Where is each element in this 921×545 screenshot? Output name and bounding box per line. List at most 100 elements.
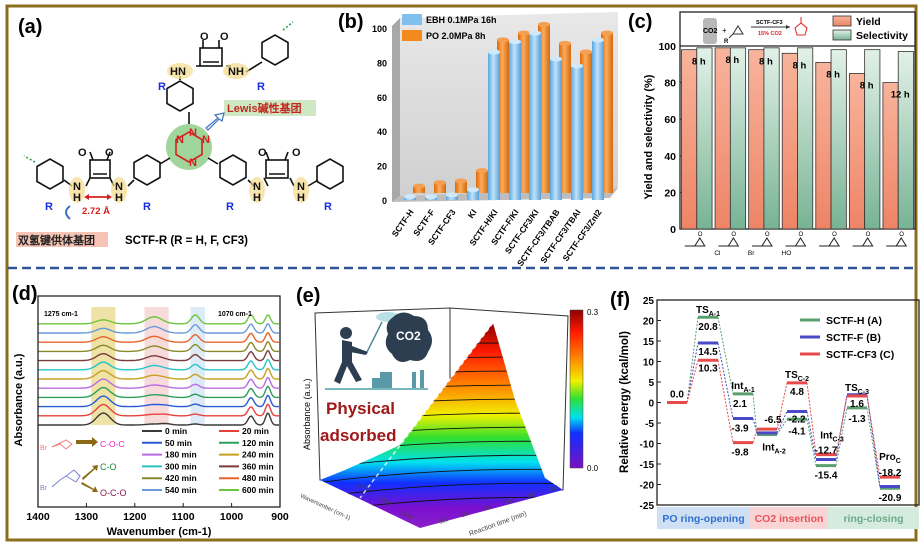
x-axis-label: Wavenumber (cm-1) xyxy=(107,526,212,538)
time-label: 8 h xyxy=(725,55,739,66)
panel-d-chart: (d) 1400 1300 1200 1100 1000 900 Wavenumber (c… xyxy=(12,283,289,538)
y-tick-label: -25 xyxy=(640,501,655,512)
y-tick-label: 600 xyxy=(549,485,560,494)
nh-highlight xyxy=(111,177,127,203)
nh-highlight xyxy=(293,177,309,203)
bar-top xyxy=(476,168,488,174)
connector-line xyxy=(752,393,758,435)
state-label: IntA-2 xyxy=(762,442,786,455)
y-tick-label: 20 xyxy=(643,317,655,328)
phenyl-ring xyxy=(219,154,247,186)
panel-f-label: (f) xyxy=(610,289,630,311)
y-tick-label: 100 xyxy=(658,41,676,53)
y-tick-label: 0 xyxy=(382,196,387,206)
inset-caption-1: Physical xyxy=(326,399,395,418)
atom-label: N xyxy=(176,134,184,146)
y-tick-label: 100 xyxy=(439,517,450,526)
energy-value-label: -18.2 xyxy=(879,468,902,479)
spectrum-line-420-min xyxy=(38,340,279,353)
bar-ebh xyxy=(592,40,604,200)
bar-top xyxy=(467,187,479,193)
atom-label: H xyxy=(73,192,81,204)
atom-label: N xyxy=(297,181,305,193)
y-tick-label: 60 xyxy=(377,93,387,103)
curved-arrow-icon xyxy=(65,205,71,220)
x-tick-label: 1400 xyxy=(26,511,50,523)
br-label: Br xyxy=(40,485,48,492)
reaction-scheme: CO2 + R SCTF-CF3 15% CO2 xyxy=(703,17,808,45)
bar-ebh xyxy=(571,65,583,200)
time-label: 8 h xyxy=(860,80,874,91)
legend-label: 540 min xyxy=(165,485,197,495)
state-label: TSA-1 xyxy=(696,305,720,318)
connector-line xyxy=(752,418,758,433)
atom-label: R xyxy=(45,201,53,213)
legend-swatch xyxy=(832,29,852,41)
legend-label: Selectivity xyxy=(856,30,908,42)
bar-po xyxy=(455,180,467,193)
energy-value-label: 1.6 xyxy=(850,399,864,410)
panel-b-label: (b) xyxy=(338,11,364,33)
peak-annotation: 1275 cm-1 xyxy=(44,311,78,318)
state-name: Pro xyxy=(879,452,896,463)
energy-value-label: -3.9 xyxy=(731,423,749,434)
y-tick-label: -10 xyxy=(640,440,655,451)
bar-selectivity xyxy=(797,47,814,230)
phenyl-ring xyxy=(133,154,161,186)
substituent-label: Br xyxy=(748,250,755,257)
atom-label: O xyxy=(292,147,301,159)
y-tick-label: 40 xyxy=(664,151,676,163)
bar-yield xyxy=(714,47,731,230)
bar-selectivity xyxy=(897,51,914,230)
energy-value-label: 0.0 xyxy=(670,390,684,401)
y-tick-label: 20 xyxy=(664,187,676,199)
x-tick-label: 1300 xyxy=(75,511,99,523)
structure-title: SCTF-R (R = H, F, CF3) xyxy=(125,235,248,247)
oxygen-label: O xyxy=(698,232,703,238)
panel-e-chart: (e) CO2 Physical adsorbed Absorbance (a.… xyxy=(296,285,599,538)
bar-top xyxy=(601,30,613,36)
y-tick-label: 15 xyxy=(643,337,655,348)
connector-line xyxy=(776,382,788,430)
panel-a-label: (a) xyxy=(18,16,42,38)
x-tick-label: 900 xyxy=(271,511,289,523)
y-tick-label: 60 xyxy=(664,114,676,126)
y-axis-label: Absorbance (a.u.) xyxy=(13,353,25,446)
state-name: Int xyxy=(762,442,775,453)
atom-label: O xyxy=(105,147,114,159)
atom-label: N xyxy=(189,157,197,169)
atom-label: R xyxy=(226,201,234,213)
substrate-structure-icon xyxy=(785,237,807,247)
colorbar-min-label: 0.0 xyxy=(587,464,599,473)
inset-caption-2: adsorbed xyxy=(320,426,397,445)
category-label: KI xyxy=(466,207,479,220)
bar-top xyxy=(538,21,550,27)
y-tick-label: 500 xyxy=(527,491,538,500)
arrowhead-icon xyxy=(786,25,790,29)
bond-label-oco: O-C-O xyxy=(100,488,127,498)
side-wall xyxy=(392,18,400,202)
substrate-structure-icon xyxy=(886,237,908,247)
state-subscript: C-3 xyxy=(858,389,869,396)
bar-ebh xyxy=(488,52,500,200)
oxygen-label: O xyxy=(799,232,804,238)
y-axis-label: Reaction time (min) xyxy=(468,511,527,538)
bar-selectivity xyxy=(830,49,847,230)
legend-swatch xyxy=(832,15,852,27)
bar-ebh xyxy=(529,33,541,200)
bar-top xyxy=(592,37,604,43)
connector-line xyxy=(776,419,788,435)
bar-top xyxy=(404,194,416,200)
oxygen-label: O xyxy=(866,232,871,238)
nh-highlight xyxy=(249,177,265,203)
cyclic-carbonate-icon xyxy=(794,17,808,36)
peak-ridge xyxy=(359,322,494,499)
x-tick-label: 1200 xyxy=(123,511,147,523)
reaction-scheme: Br C-O-C Br C-O O-C-O xyxy=(40,437,127,498)
energy-value-label: 4.8 xyxy=(790,387,804,398)
bar-top xyxy=(497,37,509,43)
legend-label: SCTF-H (A) xyxy=(826,315,882,327)
energy-value-label: -2.2 xyxy=(788,415,806,426)
substrate-structure-icon xyxy=(718,237,740,247)
